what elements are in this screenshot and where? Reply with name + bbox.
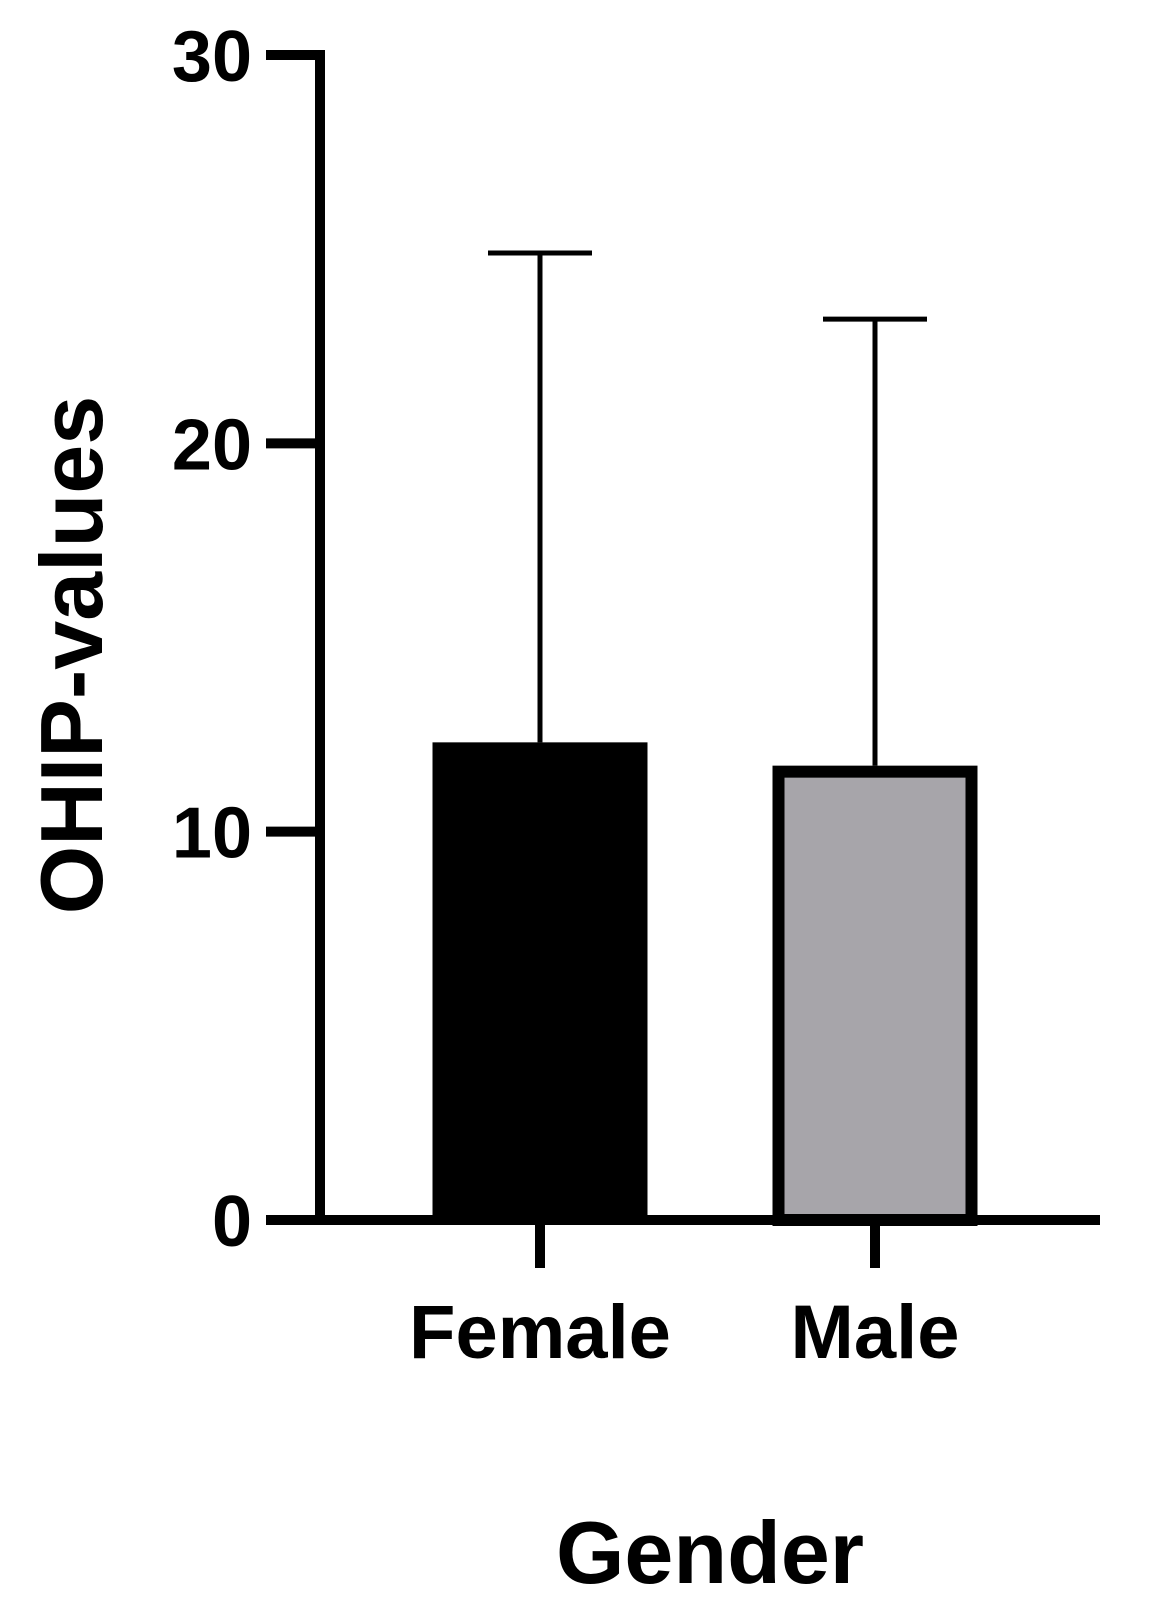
bars (432, 250, 978, 1227)
y-tick-label: 0 (212, 1182, 252, 1262)
y-tick-label: 10 (172, 794, 252, 874)
bar-female (432, 742, 648, 1220)
x-axis: Female Male (266, 1215, 1100, 1375)
bar-male (772, 765, 978, 1227)
y-axis: 0 10 20 30 (172, 17, 325, 1262)
x-tick-label-male: Male (791, 1290, 960, 1375)
y-tick-label: 20 (172, 405, 252, 485)
y-tick-label: 30 (172, 17, 252, 97)
x-axis-title: Gender (556, 1503, 864, 1602)
x-tick-label-female: Female (409, 1290, 671, 1375)
y-axis-title: OHIP-values (22, 396, 121, 914)
